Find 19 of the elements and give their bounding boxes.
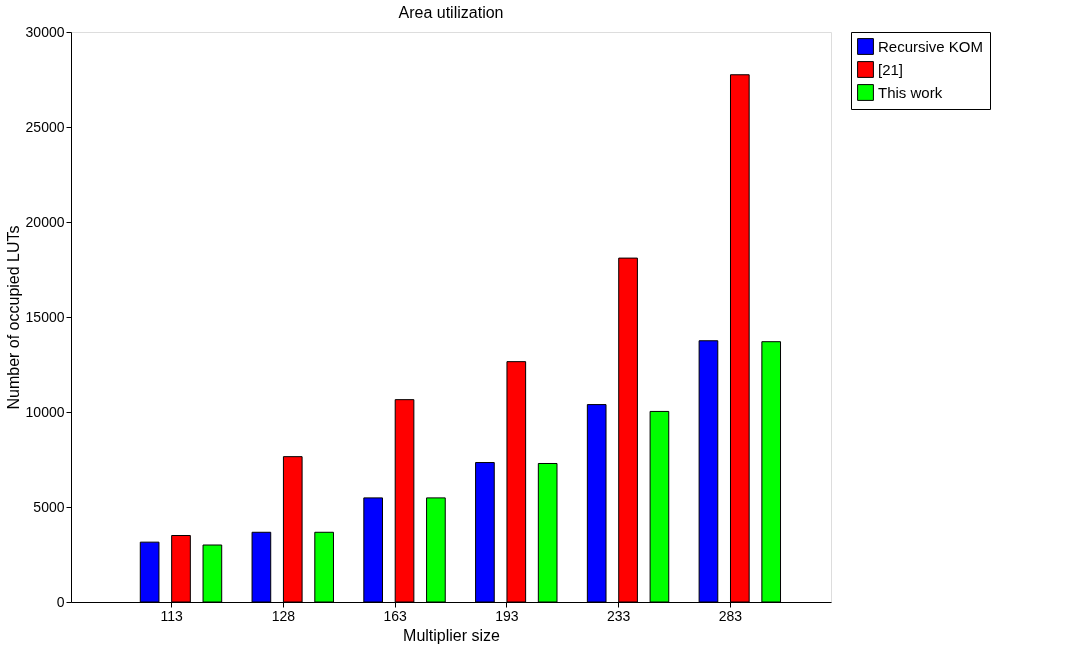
x-tick-label: 163 (383, 607, 408, 624)
chart-title: Area utilization (398, 4, 504, 21)
y-tick-label: 5000 (33, 498, 65, 515)
x-tick-label: 283 (718, 607, 743, 624)
x-tick-label: 233 (606, 607, 631, 624)
x-tick-label: 193 (495, 607, 519, 624)
y-tick-label: 0 (56, 593, 65, 610)
y-tick-label: 30000 (25, 23, 65, 40)
y-tick-label: 20000 (25, 213, 65, 230)
y-tick-label: 10000 (25, 403, 65, 420)
y-axis-title: Number of occupied LUTs (4, 225, 22, 410)
x-tick-label: 128 (271, 607, 296, 624)
x-tick-label: 113 (160, 607, 183, 624)
legend-label: This work (878, 83, 943, 101)
y-tick-label: 25000 (25, 118, 65, 135)
legend-label: Recursive KOM (878, 37, 984, 55)
x-axis-title: Multiplier size (403, 626, 501, 644)
legend-label: [21] (878, 60, 904, 78)
y-tick-label: 15000 (25, 308, 65, 325)
